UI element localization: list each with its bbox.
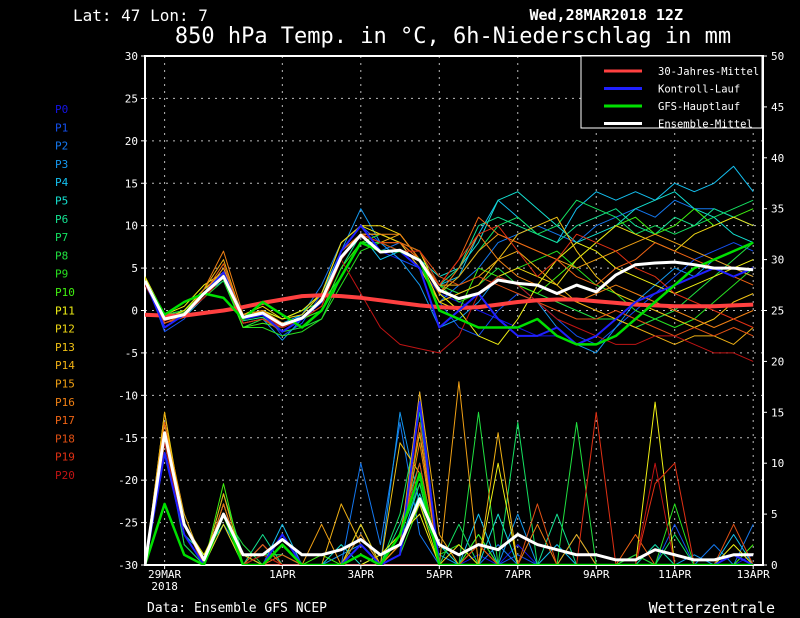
temp-line-control <box>145 224 754 346</box>
member-label-p11: P11 <box>55 304 75 317</box>
legend-label: GFS-Hauptlauf <box>658 101 740 113</box>
member-label-p0: P0 <box>55 103 68 116</box>
precip-line-p19 <box>145 411 754 565</box>
series-layer <box>145 165 754 565</box>
precip-line-p17 <box>145 422 754 565</box>
right-tick-label: 45 <box>771 101 784 114</box>
member-label-p13: P13 <box>55 341 75 354</box>
member-label-p12: P12 <box>55 323 75 336</box>
member-label-p17: P17 <box>55 414 75 427</box>
member-label-p16: P16 <box>55 396 75 409</box>
right-tick-label: 30 <box>771 254 784 267</box>
brand-label: Wetterzentrale <box>649 599 775 617</box>
right-tick-label: 25 <box>771 305 784 318</box>
member-label-p20: P20 <box>55 469 75 482</box>
member-label-p9: P9 <box>55 268 68 281</box>
member-label-p6: P6 <box>55 213 68 226</box>
right-tick-label: 5 <box>771 508 778 521</box>
precip-line-mean <box>145 431 754 565</box>
left-tick-label: -10 <box>118 389 138 402</box>
x-tick-sublabel: 2018 <box>151 580 178 593</box>
location-label: Lat: 47 Lon: 7 <box>73 6 208 25</box>
left-tick-label: 5 <box>131 262 138 275</box>
grid <box>145 56 763 565</box>
x-tick-label: 11APR <box>658 568 691 581</box>
member-label-p18: P18 <box>55 432 75 445</box>
right-tick-label: 35 <box>771 203 784 216</box>
x-tick-label: 29MAR <box>148 568 181 581</box>
precip-line-p13 <box>145 432 754 565</box>
member-label-p3: P3 <box>55 158 68 171</box>
x-tick-label: 13APR <box>737 568 770 581</box>
temp-line-p6 <box>145 208 754 333</box>
left-tick-label: 15 <box>125 177 138 190</box>
legend-box <box>580 55 763 129</box>
member-label-p14: P14 <box>55 359 75 372</box>
left-tick-label: 25 <box>125 92 138 105</box>
right-tick-label: 15 <box>771 406 784 419</box>
left-tick-label: -5 <box>125 347 138 360</box>
left-tick-label: -25 <box>118 517 138 530</box>
right-tick-label: 0 <box>771 559 778 572</box>
precip-line-p20 <box>145 442 754 565</box>
temp-line-p8 <box>145 242 754 333</box>
precip-line-p11 <box>145 401 754 565</box>
right-tick-label: 20 <box>771 355 784 368</box>
right-tick-label: 50 <box>771 50 784 63</box>
member-label-p7: P7 <box>55 231 68 244</box>
member-label-p5: P5 <box>55 195 68 208</box>
left-tick-label: 30 <box>125 50 138 63</box>
member-labels: P0 P1 P2 P3 P4 P5 P6 P7 P8 P9 P10 P11 P12 P13 P14 P15 P1… <box>55 103 75 482</box>
left-tick-label: 20 <box>125 135 138 148</box>
member-label-p1: P1 <box>55 121 68 134</box>
member-label-p4: P4 <box>55 176 69 189</box>
member-label-p2: P2 <box>55 140 68 153</box>
precip-line-p18 <box>145 432 754 565</box>
x-tick-label: 7APR <box>505 568 532 581</box>
left-tick-label: 0 <box>131 305 138 318</box>
legend-label: Kontroll-Lauf <box>658 84 740 96</box>
left-tick-label: -15 <box>118 432 138 445</box>
precip-line-p8 <box>145 411 754 565</box>
x-tick-label: 3APR <box>348 568 375 581</box>
member-label-p15: P15 <box>55 378 75 391</box>
member-label-p8: P8 <box>55 249 68 262</box>
right-tick-label: 10 <box>771 457 784 470</box>
chart-title: 850 hPa Temp. in °C, 6h-Niederschlag in … <box>175 24 731 49</box>
legend-label: Ensemble-Mittel <box>658 119 753 131</box>
left-tick-label: -30 <box>118 559 138 572</box>
axes: -30 -25 -20 -15 -10 -5 0 5 10 15 20 25 30 0 5 10 15 20 25 3… <box>118 50 784 593</box>
precip-line-p6 <box>145 442 754 565</box>
temp-line-mean <box>145 233 754 327</box>
x-tick-label: 1APR <box>269 568 296 581</box>
temp-line-p19 <box>145 225 754 328</box>
x-tick-label: 5APR <box>426 568 453 581</box>
member-label-p19: P19 <box>55 451 75 464</box>
right-tick-label: 40 <box>771 152 784 165</box>
legend-label: 30-Jahres-Mittel <box>658 66 759 78</box>
left-tick-label: 10 <box>125 220 138 233</box>
member-label-p10: P10 <box>55 286 75 299</box>
legend: 30-Jahres-Mittel Kontroll-Lauf GFS-Hauptla… <box>580 55 763 131</box>
x-tick-label: 9APR <box>583 568 610 581</box>
left-tick-label: -20 <box>118 474 138 487</box>
data-source: Data: Ensemble GFS NCEP <box>147 601 327 616</box>
run-label: Wed,28MAR2018 12Z <box>529 6 683 24</box>
